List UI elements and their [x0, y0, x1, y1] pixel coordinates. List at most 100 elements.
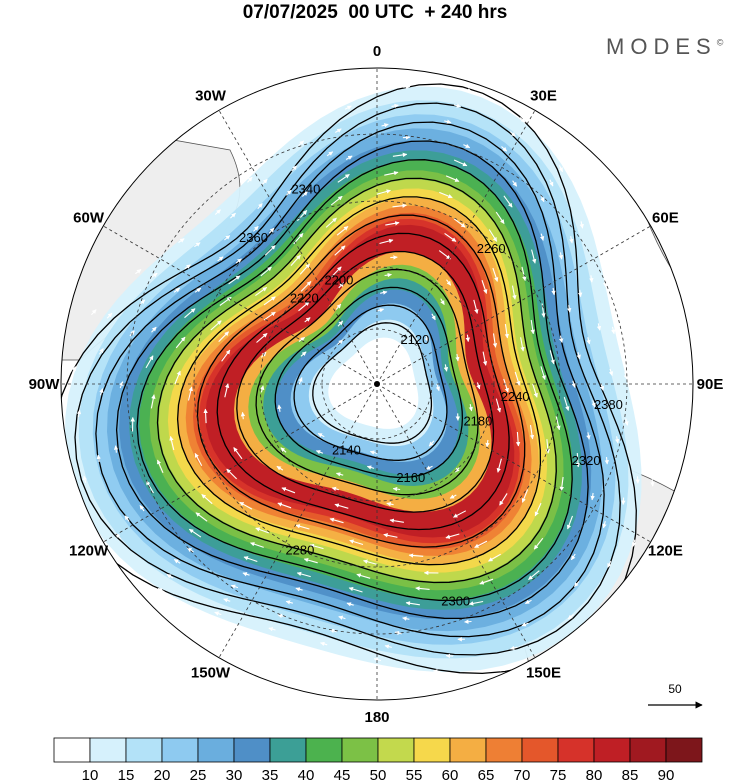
wind-vector [233, 447, 243, 460]
wind-vector [394, 630, 402, 636]
wind-vector [549, 179, 554, 187]
vector-reference: 50 [648, 682, 703, 709]
wind-vector [495, 211, 505, 224]
wind-vector [338, 615, 346, 620]
wind-vector [195, 512, 208, 522]
wind-vector [119, 381, 124, 389]
wind-vector [566, 515, 574, 530]
wind-vector [521, 266, 527, 282]
wind-vector [255, 286, 268, 297]
lon-label: 30W [195, 88, 227, 105]
wind-vector [344, 105, 352, 110]
wind-vector [57, 363, 60, 369]
wind-vector [492, 333, 498, 348]
wind-vector [473, 299, 479, 314]
wind-vector [242, 572, 250, 577]
wind-vector [539, 233, 545, 241]
wind-vector [356, 573, 371, 579]
wind-vector [495, 398, 502, 413]
wind-vector [549, 350, 555, 365]
wind-vector [298, 336, 305, 342]
wind-vector [342, 664, 351, 669]
wind-vector [428, 440, 435, 447]
colorbar-box [521, 737, 559, 763]
meridian [218, 383, 378, 658]
wind-vector [569, 236, 574, 244]
wind-vector [226, 468, 237, 480]
wind-vector [300, 281, 312, 292]
contour-label-2320: 2320 [572, 453, 601, 468]
wind-vector [509, 131, 516, 137]
wind-vector [464, 88, 473, 93]
colorbar-label: 25 [190, 767, 207, 782]
wind-vector [445, 653, 454, 659]
wind-vector [528, 570, 540, 581]
meridian [376, 110, 536, 385]
lon-label: 30E [530, 88, 557, 105]
wind-vector [71, 366, 77, 374]
wind-vector [557, 644, 565, 649]
wind-vector [570, 553, 576, 561]
contour-label-text: 2200 [324, 272, 353, 287]
colorbar-box [629, 737, 667, 763]
wind-vector [577, 289, 583, 298]
wind-vector [336, 225, 349, 236]
wind-vector [240, 411, 246, 420]
wind-vector [444, 119, 452, 124]
wind-vector [323, 102, 330, 107]
wind-vector [625, 602, 630, 609]
wind-vector [366, 465, 375, 470]
map-boundary [60, 67, 694, 701]
north-pole-marker [374, 381, 380, 387]
wind-vector [276, 465, 284, 471]
wind-vector [444, 232, 457, 242]
wind-vector [453, 103, 462, 108]
wind-vector [262, 178, 268, 185]
wind-vector [291, 165, 297, 172]
wind-vector [210, 320, 222, 331]
wind-vector [534, 502, 542, 517]
wind-vector [257, 203, 263, 210]
wind-vector [135, 269, 142, 275]
wind-vector [99, 348, 104, 355]
wind-vector [576, 352, 581, 360]
contour-label-text: 2220 [290, 290, 319, 305]
wind-vector [184, 264, 191, 270]
wind-vector [298, 377, 303, 385]
wind-vector [501, 146, 508, 152]
wind-vector [530, 319, 535, 335]
wind-vector [82, 475, 88, 483]
colorbar-box [377, 737, 415, 763]
wind-vector [392, 203, 407, 208]
wind-vector [415, 586, 430, 591]
contour-2120 [312, 322, 433, 444]
wind-vector [264, 245, 276, 256]
wind-vector [521, 489, 529, 503]
wind-vector [296, 571, 311, 578]
wind-vector [76, 409, 82, 418]
wind-vector [590, 492, 595, 501]
wind-vector [285, 600, 294, 605]
lon-label: 60W [73, 210, 105, 227]
wind-vector [334, 503, 349, 509]
wind-vector [113, 445, 119, 453]
wind-vector [614, 436, 620, 444]
wind-vector [511, 285, 517, 300]
wind-vector [61, 429, 62, 435]
wind-vector [335, 472, 344, 477]
colorbar-label: 50 [370, 767, 387, 782]
wind-vector [184, 308, 196, 319]
wind-vector [521, 622, 529, 627]
wind-vector [239, 634, 247, 639]
wind-vector [453, 218, 466, 228]
lon-label: 150E [526, 664, 561, 681]
colorbar-label: 80 [586, 767, 603, 782]
wind-vector [223, 598, 231, 603]
wind-vector [296, 210, 308, 222]
wind-vector [69, 494, 75, 502]
wind-vector [402, 616, 410, 621]
wind-vector [599, 383, 605, 391]
latitude-circle [126, 133, 628, 635]
colorbar-box [233, 737, 271, 763]
